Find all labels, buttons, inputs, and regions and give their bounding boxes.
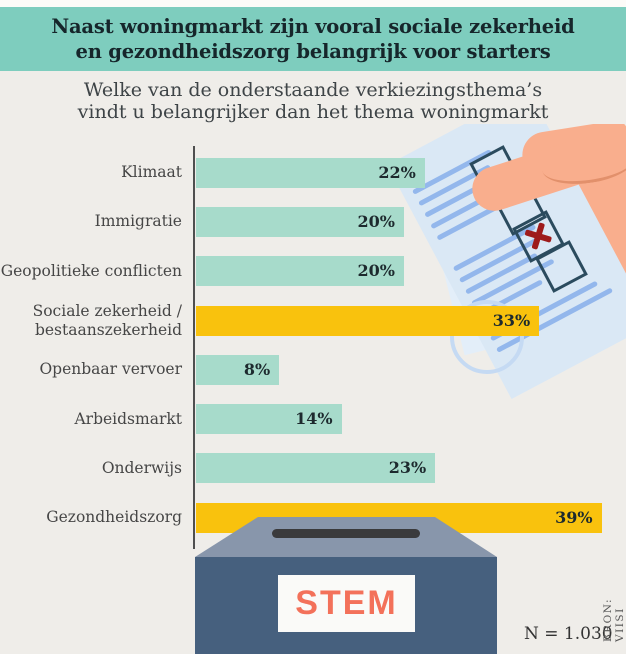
bar-track: 20% xyxy=(196,206,626,237)
bar-category-label: Arbeidsmarkt xyxy=(74,409,182,428)
bar-chart: Klimaat 22% Immigratie 20% Geopolitieke conf… xyxy=(0,148,626,542)
bar: 22% xyxy=(196,157,425,188)
bar-value-label: 33% xyxy=(492,310,531,330)
bar-category-label: Onderwijs xyxy=(101,458,182,477)
chart-question-line-2: vindt u belangrijker dan het thema wonin… xyxy=(77,100,549,123)
bar-value-label: 14% xyxy=(295,409,333,429)
bar-category-label: Sociale zekerheid / bestaanszekerheid xyxy=(32,301,182,339)
bar-row: Immigratie 20% xyxy=(0,197,626,246)
chart-axis-line xyxy=(193,146,195,549)
bar-value-label: 8% xyxy=(243,359,271,379)
top-strip xyxy=(0,0,626,7)
chart-question: Welke van de onderstaande verkiezingsthe… xyxy=(0,79,626,123)
bar-value-label: 22% xyxy=(378,162,416,182)
bar-category-label: Gezondheidszorg xyxy=(46,508,182,527)
bar-category-label: Openbaar vervoer xyxy=(39,360,182,379)
bar-row: Arbeidsmarkt 14% xyxy=(0,394,626,443)
bar-track: 23% xyxy=(196,453,626,484)
bar-value-label: 20% xyxy=(357,261,395,281)
bar-category-label: Geopolitieke conflicten xyxy=(0,261,182,280)
bar-track: 20% xyxy=(196,256,626,287)
ballot-box-slot-icon xyxy=(272,529,420,538)
bar: 8% xyxy=(196,354,280,385)
bar-value-label: 39% xyxy=(555,507,593,527)
bar-track: 33% xyxy=(196,305,626,336)
bar: 20% xyxy=(196,206,404,237)
page-title-line-2: en gezondheidszorg belangrijk voor start… xyxy=(75,40,551,63)
bar-track: 22% xyxy=(196,157,626,188)
bar-row: Sociale zekerheid / bestaanszekerheid 33% xyxy=(0,296,626,345)
bar: 14% xyxy=(196,404,342,435)
ballot-stamp-circle-icon xyxy=(450,300,524,374)
ballot-box-label: STEM xyxy=(278,575,415,632)
stem-text: STEM xyxy=(295,584,398,622)
bar-row: Openbaar vervoer 8% xyxy=(0,345,626,394)
bar-row: Geopolitieke conflicten 20% xyxy=(0,247,626,296)
sample-size-label: N = 1.030 xyxy=(524,624,613,644)
bar-track: 8% xyxy=(196,354,626,385)
bar-row: Klimaat 22% xyxy=(0,148,626,197)
bar: 33% xyxy=(196,305,540,336)
header-band: Naast woningmarkt zijn vooral sociale ze… xyxy=(0,7,626,71)
bar-category-label: Immigratie xyxy=(94,212,182,231)
bar-row: Onderwijs 23% xyxy=(0,444,626,493)
bar-track: 14% xyxy=(196,404,626,435)
bar-value-label: 23% xyxy=(388,458,427,478)
chart-question-line-1: Welke van de onderstaande verkiezingsthe… xyxy=(83,79,543,101)
bar: 23% xyxy=(196,453,436,484)
voting-illustration xyxy=(0,124,626,654)
page-title-line-1: Naast woningmarkt zijn vooral sociale ze… xyxy=(51,15,575,38)
bar-value-label: 20% xyxy=(357,211,395,231)
source-label: BRON: VIISI xyxy=(602,597,626,642)
bar-category-label: Klimaat xyxy=(121,163,182,182)
bar: 20% xyxy=(196,256,404,287)
